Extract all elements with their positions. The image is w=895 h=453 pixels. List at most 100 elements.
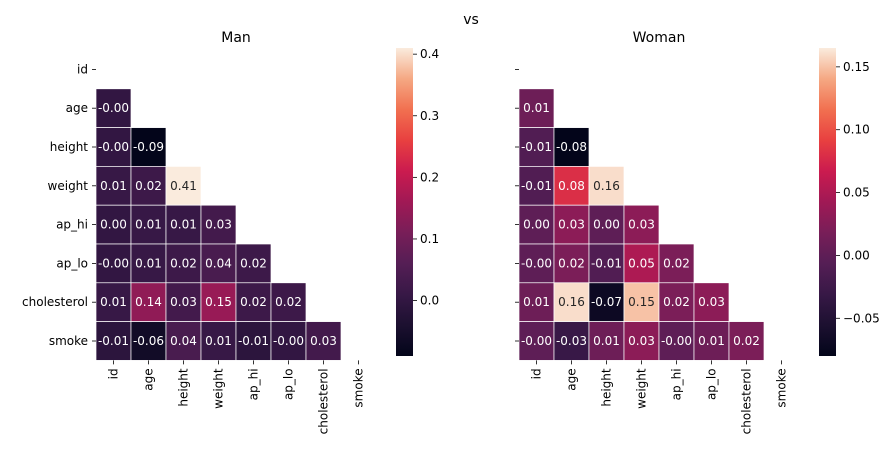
cell-value-label: 0.02 [733,334,760,348]
cell-value-label: 0.02 [663,256,690,270]
cell-value-label: -0.08 [556,140,587,154]
cell-value-label: 0.02 [135,179,162,193]
y-tick-label: age [66,101,88,115]
heatmap-cell [518,88,555,128]
cell-value-label: 0.02 [240,295,267,309]
cell-value-label: 0.00 [100,218,127,232]
heatmap-cell [518,127,555,167]
heatmap-cell [658,243,695,284]
cell-value-label: 0.03 [628,334,655,348]
y-tick-label: smoke [49,334,88,348]
colorbar: −0.05 0.00 0.05 0.10 0.15 [819,48,880,356]
heatmap-cell [518,321,555,361]
cell-value-label: 0.03 [628,218,655,232]
heatmap-cell [518,282,555,322]
cell-value-label: -0.01 [521,179,552,193]
cell-value-label: -0.03 [556,334,587,348]
x-tick-label: id [107,368,121,379]
heatmap-cell [130,204,167,245]
x-tick-label: smoke [775,368,789,407]
heatmap-panel-man: Man -0.00 -0.00 -0.09 0.01 0.02 0.41 0.00 0.01 0.… [22,30,439,434]
cell-value-label: 0.01 [170,218,197,232]
heatmap-cell [658,282,695,322]
cell-value-label: -0.00 [98,256,129,270]
colorbar-tick-label: 0.00 [843,248,870,262]
cell-value-label: 0.14 [135,295,162,309]
x-tick-label: weight [212,368,226,409]
x-tick-label: cholesterol [317,368,331,434]
heatmap-cell [305,321,342,361]
heatmap-cell [130,282,167,322]
cell-value-label: 0.01 [698,334,725,348]
cell-value-label: -0.00 [661,334,692,348]
cell-value-label: 0.03 [698,295,725,309]
cell-value-label: 0.01 [523,101,550,115]
x-tick-label: ap_hi [247,368,261,400]
cell-value-label: -0.00 [521,256,552,270]
heatmap-cell [95,321,132,361]
heatmap-cell [553,127,590,167]
x-tick-label: ap_lo [282,368,296,400]
heatmap-cell [200,282,237,322]
colorbar-tick-label: 0.3 [420,109,439,123]
cell-value-label: 0.01 [523,295,550,309]
colorbar-tick-label: 0.0 [420,294,439,308]
y-tick-label: cholesterol [22,295,88,309]
y-tick-label: id [77,62,88,76]
cell-value-label: -0.07 [591,295,622,309]
heatmap-cell [588,321,625,361]
cell-value-label: 0.41 [170,179,197,193]
heatmap-cell [130,321,167,361]
x-tick-label: smoke [352,368,366,407]
cell-value-label: 0.03 [170,295,197,309]
y-tick-label: height [50,140,89,154]
heatmap-cell [623,243,660,284]
heatmap-cell [588,243,625,284]
colorbar-tick-label: 0.4 [420,47,439,61]
cell-value-label: 0.01 [135,256,162,270]
cell-value-label: 0.01 [100,179,127,193]
cell-value-label: 0.02 [170,256,197,270]
cell-value-label: 0.04 [170,334,197,348]
cell-value-label: 0.03 [310,334,337,348]
cell-value-label: 0.15 [628,295,655,309]
colorbar-gradient [396,48,413,356]
cell-value-label: 0.16 [593,179,620,193]
heatmap-cell [553,243,590,284]
cell-value-label: -0.00 [273,334,304,348]
colorbar-tick-label: 0.1 [420,232,439,246]
heatmap-cell [553,204,590,245]
panel-title: Man [221,30,251,46]
colorbar-tick-label: 0.2 [420,170,439,184]
cell-value-label: 0.08 [558,179,585,193]
heatmap-cell [165,166,202,206]
heatmap-cell [693,321,730,361]
heatmap-cell [95,127,132,167]
cell-value-label: 0.02 [558,256,585,270]
heatmap-cell [270,321,307,361]
x-tick-label: age [565,368,579,390]
colorbar-tick-label: 0.10 [843,123,870,137]
heatmap-cell [588,282,625,322]
y-tick-label: ap_hi [56,218,88,232]
heatmap-cell [200,321,237,361]
cell-value-label: -0.06 [133,334,164,348]
cell-value-label: -0.01 [521,140,552,154]
cell-value-label: 0.16 [558,295,585,309]
cell-value-label: -0.00 [98,101,129,115]
heatmap-cell [130,243,167,284]
colorbar-tick-label: −0.05 [843,311,880,325]
x-tick-label: age [142,368,156,390]
cell-value-label: 0.04 [205,256,232,270]
cell-value-label: -0.00 [98,140,129,154]
heatmap-cell [693,282,730,322]
x-tick-label: ap_lo [705,368,719,400]
colorbar-tick-label: 0.05 [843,186,870,200]
x-tick-label: cholesterol [740,368,754,434]
heatmap-cell [553,282,590,322]
cell-value-label: 0.00 [593,218,620,232]
y-tick-label: ap_lo [56,256,88,270]
heatmap-cell [95,88,132,128]
cell-value-label: -0.01 [238,334,269,348]
